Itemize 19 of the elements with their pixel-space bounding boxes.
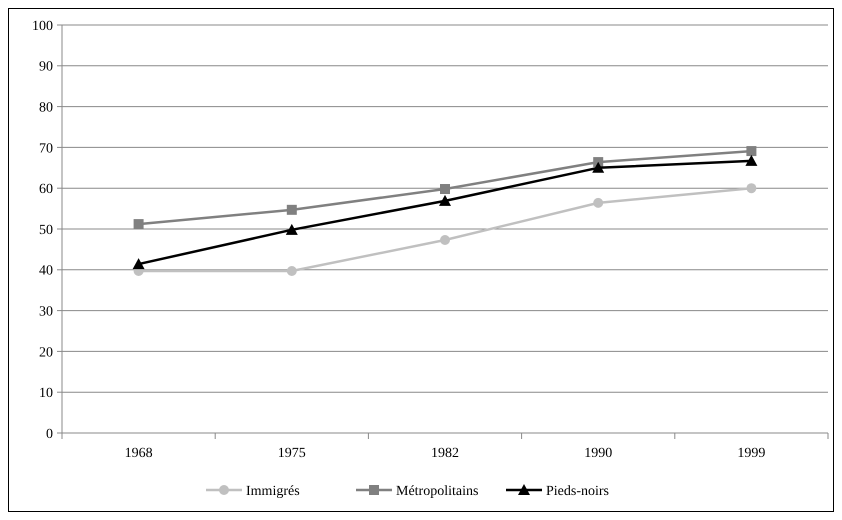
y-tick-label: 50 <box>39 222 53 238</box>
x-tick-label: 1982 <box>431 446 459 461</box>
y-tick-label: 60 <box>39 182 53 198</box>
y-tick-label: 30 <box>39 304 53 320</box>
y-tick-label: 70 <box>39 141 53 156</box>
x-tick-label: 1968 <box>124 446 153 461</box>
y-tick-label: 40 <box>39 264 53 279</box>
y-tick-label: 20 <box>39 345 53 360</box>
legend-label: Immigrés <box>246 484 300 499</box>
y-tick-label: 100 <box>32 18 53 34</box>
x-tick-label: 1975 <box>278 446 306 461</box>
x-tick-label: 1999 <box>737 446 766 461</box>
x-tick-label: 1990 <box>584 446 612 461</box>
y-tick-label: 90 <box>39 60 53 75</box>
y-tick-label: 0 <box>46 426 53 442</box>
legend-label: Métropolitains <box>396 484 478 499</box>
y-tick-label: 80 <box>39 100 53 116</box>
legend-label: Pieds-noirs <box>546 484 609 499</box>
y-tick-label: 10 <box>39 386 53 402</box>
